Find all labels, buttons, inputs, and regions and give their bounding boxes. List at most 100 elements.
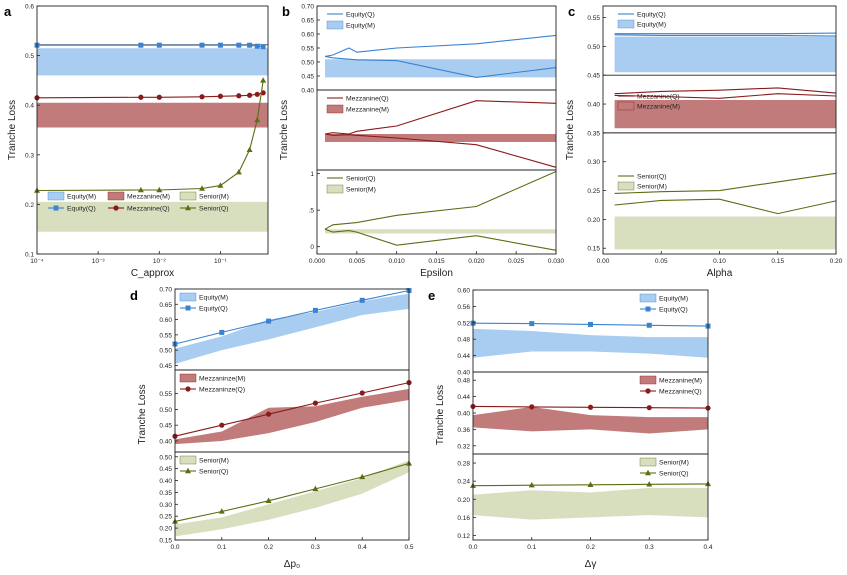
- panel-b-line-senior: [324, 170, 557, 230]
- panel-d-point-senior: [359, 473, 366, 480]
- panel-d-mezz-ytick-label: 0.40: [159, 438, 172, 445]
- panel-d-mezz-legend-swatch: [179, 373, 197, 383]
- panel-a-point-equity: [236, 42, 242, 48]
- panel-d-mezz-ytick-label: 0.45: [159, 423, 172, 430]
- panel-d-mezz-ytick-label: 0.50: [159, 407, 172, 414]
- panel-e-panel-label: e: [428, 288, 435, 303]
- panel-d-panel-label: d: [130, 288, 138, 303]
- panel-e-mezz-legend-label: Mezzanine(Q): [659, 389, 702, 396]
- panel-a-point-mezz: [254, 91, 260, 97]
- panel-c-legend-swatch: [617, 19, 635, 29]
- panel-d-xtick-label: 0.2: [264, 544, 273, 551]
- panel-d-point-equity: [219, 329, 225, 335]
- panel-e-point-mezz: [646, 405, 652, 411]
- panel-c-series-equity: [614, 32, 837, 35]
- panel-a-legend-swatch: [179, 191, 197, 201]
- panel-e-point-equity: [588, 321, 593, 327]
- panel-a-legend-swatch: [107, 191, 125, 201]
- panel-a-ylabel: Tranche Loss: [7, 100, 18, 160]
- panel-c-legend-label: Senior(Q): [637, 174, 666, 181]
- panel-d-line-mezz: [174, 382, 410, 437]
- panel-c-ytick-label: 0.20: [587, 217, 600, 224]
- panel-a-ytick-label: 0.1: [25, 252, 34, 259]
- panel-d-equity-ytick-label: 0.60: [159, 317, 172, 324]
- panel-d-mezz-legend-label: Mezzaninze(Q): [199, 387, 245, 394]
- panel-c-ytick-label: 0.50: [587, 44, 600, 51]
- panel-e-point-senior: [587, 481, 594, 487]
- panel-a-series-mezz: [36, 92, 264, 99]
- panel-a-point-senior: [235, 168, 242, 175]
- panel-a-ytick-label: 0.4: [25, 103, 34, 110]
- panel-e-mezz-legend-swatch: [639, 375, 657, 385]
- panel-e-mezz-ytick-label: 0.40: [457, 411, 470, 418]
- panel-d-point-senior: [265, 497, 272, 503]
- panel-d-senior-ytick-label: 0.20: [159, 526, 172, 533]
- panel-d-point-mezz: [266, 411, 272, 417]
- panel-b-line-mezz-lower: [324, 133, 557, 168]
- panel-e-senior-ytick-label: 0.12: [457, 533, 470, 540]
- panel-b-xtick-label: 0.020: [468, 258, 485, 265]
- panel-a-panel-label: a: [4, 4, 12, 19]
- panel-b-band-equity: [325, 59, 556, 78]
- panel-d-senior-ytick-label: 0.40: [159, 478, 172, 485]
- panel-e-point-senior: [646, 481, 653, 487]
- panel-e-band-senior: [473, 487, 708, 520]
- panel-c-series-mezz: [614, 87, 837, 95]
- panel-e-sub-mezz: 0.32 0.36 0.40 0.44 0.48 Mezzanine(M) Mezzanin…: [457, 371, 711, 455]
- panel-e-equity-ytick-label: 0.52: [457, 320, 470, 327]
- panel-a-ytick-label: 0.6: [25, 4, 34, 11]
- panel-a-legend-label: Equity(Q): [67, 206, 96, 213]
- panel-d-sub-senior: 0.15 0.20 0.25 0.30 0.35 0.40 0.45 0.50 Senior(M…: [159, 451, 414, 551]
- panel-b-equity-legend-swatch: [326, 20, 344, 30]
- panel-a: 0.1 0.2 0.3 0.4 0.5 0.6 10⁻⁴ 10⁻³ 10⁻² 10⁻¹ C_appr…: [4, 4, 269, 279]
- panel-d-senior-ytick-label: 0.25: [159, 514, 172, 521]
- panel-a-legend-marker: [185, 204, 191, 211]
- panel-c-band-equity: [614, 36, 836, 73]
- panel-c-legend-label: Equity(M): [637, 22, 666, 29]
- panel-b-band-mezz: [325, 134, 556, 142]
- panel-c-legend-label: Senior(M): [637, 184, 667, 191]
- panel-e-xlabel: Δγ: [585, 559, 597, 570]
- panel-a-point-equity: [254, 43, 260, 49]
- panel-b-sub-equity: 0.40 0.45 0.50 0.55 0.60 0.65 0.70 Equity(Q) Equ…: [301, 4, 557, 95]
- panel-a-xlabel: C_approx: [131, 268, 174, 279]
- panel-d-point-mezz: [359, 390, 365, 396]
- panel-e-mezz-legend-label: Mezzanine(M): [659, 378, 702, 385]
- panel-c-legend-label: Equity(Q): [637, 12, 666, 19]
- panel-a-point-senior: [246, 146, 253, 153]
- panel-e: 0.40 0.44 0.48 0.52 0.56 0.60 Equity(M) Equity(…: [428, 288, 713, 571]
- panel-d-xtick-label: 0.1: [217, 544, 226, 551]
- panel-d-xtick-label: 0.3: [311, 544, 320, 551]
- panel-e-sub-equity: 0.40 0.44 0.48 0.52 0.56 0.60 Equity(M) Equity(…: [457, 288, 711, 377]
- panel-b-mezz-legend-label: Mezzanine(Q): [346, 96, 389, 103]
- panel-d-band-mezz: [175, 388, 409, 445]
- panel-e-senior-ytick-label: 0.20: [457, 497, 470, 504]
- panel-e-equity-ytick-label: 0.44: [457, 353, 470, 360]
- panel-c-ytick-label: 0.25: [587, 188, 600, 195]
- panel-b-equity-ytick-label: 0.40: [301, 88, 314, 95]
- panel-e-mezz-ytick-label: 0.44: [457, 394, 470, 401]
- panel-e-equity-ytick-label: 0.40: [457, 370, 470, 377]
- panel-c-xtick-label: 0.05: [655, 258, 668, 265]
- panel-d-sub-mezz: 0.40 0.45 0.50 0.55 Mezzaninze(M) Mezzaninze(…: [159, 369, 412, 453]
- panel-a-point-mezz: [156, 94, 162, 100]
- panel-b: 0.40 0.45 0.50 0.55 0.60 0.65 0.70 Equity(Q) Equ…: [279, 4, 565, 280]
- panel-c-ytick-label: 0.40: [587, 102, 600, 109]
- panel-b-equity-ytick-label: 0.55: [301, 46, 314, 53]
- panel-d-senior-ytick-label: 0.30: [159, 502, 172, 509]
- panel-a-legend-label: Mezzanine(M): [127, 194, 170, 201]
- panel-e-point-mezz: [529, 404, 535, 410]
- panel-b-xtick-label: 0.005: [349, 258, 366, 265]
- panel-d-senior-legend-label: Senior(Q): [199, 469, 228, 476]
- panel-e-point-equity: [529, 321, 535, 327]
- panel-c-series-equity: [614, 34, 837, 37]
- panel-e-band-mezz: [473, 406, 708, 434]
- panel-d-point-equity: [359, 297, 365, 303]
- panel-d: 0.45 0.50 0.55 0.60 0.65 0.70 Equity(M) Equity(…: [130, 287, 414, 571]
- panel-a-legend-marker: [113, 205, 119, 211]
- panel-b-xtick-label: 0.015: [428, 258, 445, 265]
- panel-c: 0.15 0.20 0.25 0.30 0.35 0.40 0.45 0.50 0.55 0.00…: [565, 4, 843, 279]
- panel-b-equity-ytick-label: 0.45: [301, 74, 314, 81]
- panel-e-equity-ytick-label: 0.48: [457, 337, 470, 344]
- panel-d-xtick-label: 0.4: [358, 544, 367, 551]
